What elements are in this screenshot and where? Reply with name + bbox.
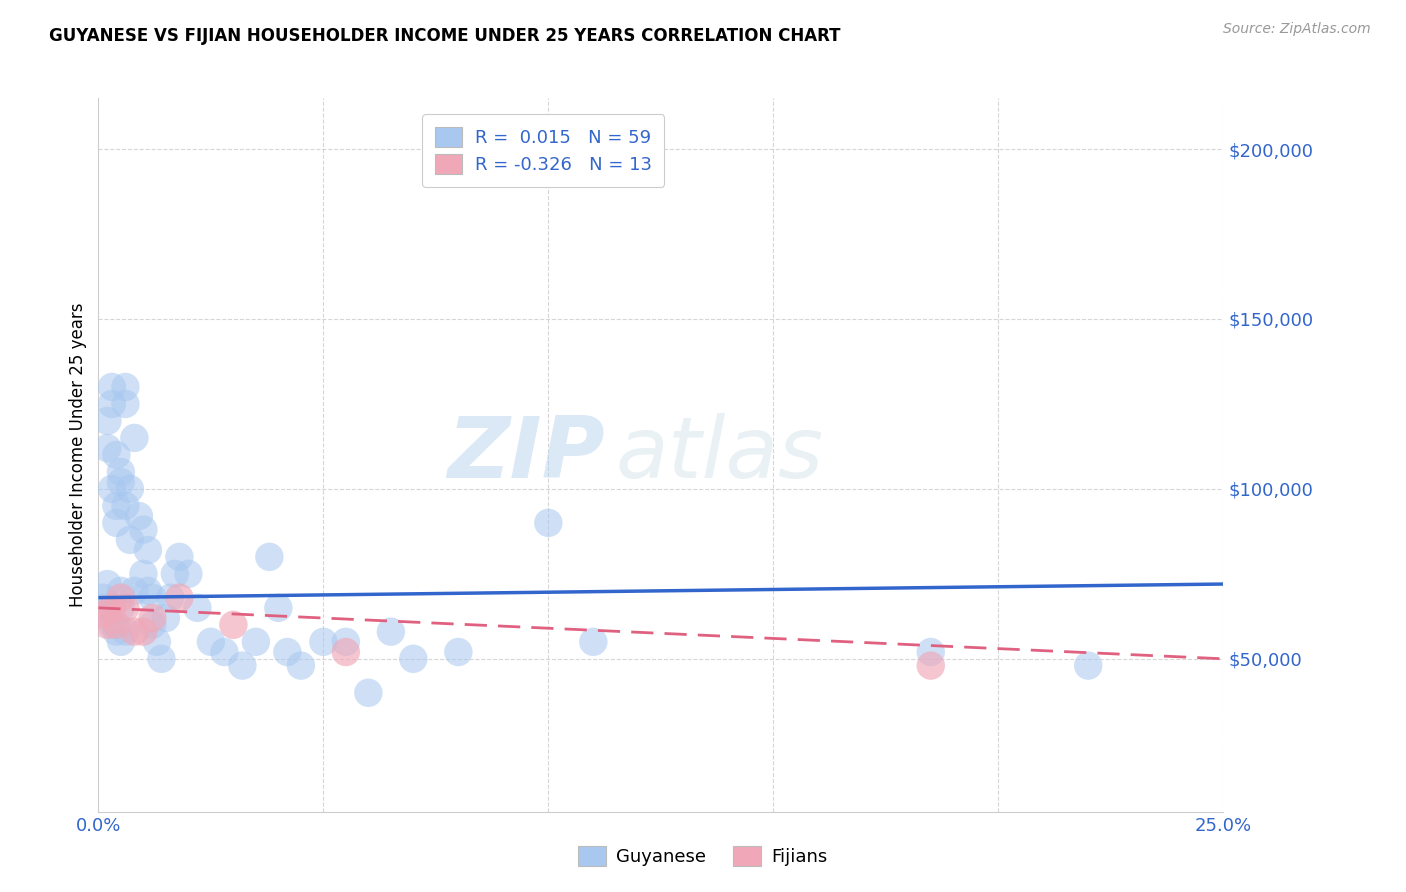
Point: [101, 600, 124, 615]
Point: [91, 591, 114, 605]
Point: [159, 591, 181, 605]
Point: [150, 652, 173, 666]
Point: [91, 600, 114, 615]
Point: [169, 591, 191, 605]
Point: [124, 583, 146, 598]
Point: [101, 482, 124, 496]
Point: [105, 516, 128, 530]
Text: ZIP: ZIP: [447, 413, 605, 497]
Point: [110, 600, 132, 615]
Point: [380, 624, 402, 639]
Point: [114, 499, 136, 513]
Point: [110, 591, 132, 605]
Point: [357, 686, 380, 700]
Point: [447, 645, 470, 659]
Point: [96, 577, 118, 591]
Point: [114, 397, 136, 411]
Point: [141, 611, 163, 625]
Point: [110, 583, 132, 598]
Point: [231, 658, 253, 673]
Point: [101, 617, 124, 632]
Legend: R =  0.015   N = 59, R = -0.326   N = 13: R = 0.015 N = 59, R = -0.326 N = 13: [422, 114, 665, 186]
Point: [101, 397, 124, 411]
Point: [114, 600, 136, 615]
Point: [169, 549, 191, 564]
Point: [335, 645, 357, 659]
Point: [141, 617, 163, 632]
Point: [118, 533, 141, 547]
Point: [128, 509, 150, 524]
Point: [402, 652, 425, 666]
Point: [110, 635, 132, 649]
Point: [245, 635, 267, 649]
Point: [335, 635, 357, 649]
Point: [132, 523, 155, 537]
Point: [132, 566, 155, 581]
Point: [110, 475, 132, 489]
Point: [920, 645, 942, 659]
Point: [105, 448, 128, 462]
Point: [105, 624, 128, 639]
Point: [920, 658, 942, 673]
Point: [114, 624, 136, 639]
Text: atlas: atlas: [616, 413, 824, 497]
Point: [312, 635, 335, 649]
Point: [110, 465, 132, 479]
Point: [105, 617, 128, 632]
Point: [146, 635, 169, 649]
Point: [105, 499, 128, 513]
Point: [118, 482, 141, 496]
Point: [155, 611, 177, 625]
Y-axis label: Householder Income Under 25 years: Householder Income Under 25 years: [69, 302, 87, 607]
Point: [163, 566, 186, 581]
Text: GUYANESE VS FIJIAN HOUSEHOLDER INCOME UNDER 25 YEARS CORRELATION CHART: GUYANESE VS FIJIAN HOUSEHOLDER INCOME UN…: [49, 27, 841, 45]
Point: [141, 591, 163, 605]
Point: [214, 645, 236, 659]
Point: [276, 645, 298, 659]
Point: [132, 624, 155, 639]
Legend: Guyanese, Fijians: Guyanese, Fijians: [565, 833, 841, 879]
Point: [136, 543, 159, 558]
Point: [101, 380, 124, 394]
Point: [91, 607, 114, 622]
Point: [96, 414, 118, 428]
Point: [582, 635, 605, 649]
Point: [124, 431, 146, 445]
Text: Source: ZipAtlas.com: Source: ZipAtlas.com: [1223, 22, 1371, 37]
Point: [537, 516, 560, 530]
Point: [1077, 658, 1099, 673]
Point: [222, 617, 245, 632]
Point: [136, 583, 159, 598]
Point: [114, 380, 136, 394]
Point: [124, 624, 146, 639]
Point: [259, 549, 281, 564]
Point: [267, 600, 290, 615]
Point: [200, 635, 222, 649]
Point: [186, 600, 208, 615]
Point: [177, 566, 200, 581]
Point: [96, 617, 118, 632]
Point: [96, 441, 118, 455]
Point: [290, 658, 312, 673]
